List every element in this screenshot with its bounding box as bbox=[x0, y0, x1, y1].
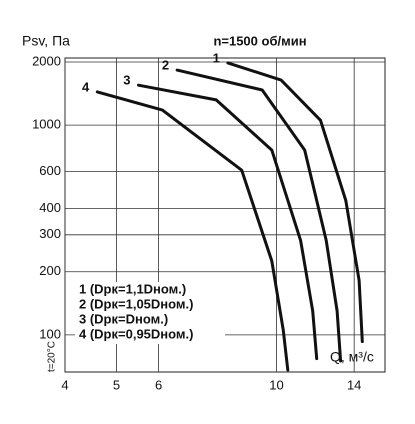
x-tick-label: 14 bbox=[347, 377, 361, 392]
x-tick-label: 4 bbox=[61, 377, 68, 392]
temperature-note: t=20°C bbox=[47, 341, 58, 372]
y-axis-label: Psv, Па bbox=[22, 33, 70, 49]
x-tick-label: 10 bbox=[269, 377, 283, 392]
y-tick-label: 400 bbox=[39, 200, 61, 215]
legend-entry: 3 (Dрк=Dном.) bbox=[79, 311, 168, 326]
x-axis-label: Q, м³/с bbox=[330, 349, 374, 365]
y-tick-label: 2000 bbox=[32, 53, 61, 68]
curve-label: 2 bbox=[162, 58, 169, 73]
chart-title: n=1500 об/мин bbox=[213, 33, 306, 48]
y-tick-label: 1000 bbox=[32, 117, 61, 132]
legend-entry: 4 (Dрк=0,95Dном.) bbox=[79, 326, 193, 341]
curve bbox=[175, 68, 343, 363]
legend-entry: 1 (Dрк=1,1Dном.) bbox=[79, 281, 186, 296]
curve-label: 3 bbox=[123, 73, 130, 88]
y-tick-label: 300 bbox=[39, 226, 61, 241]
y-tick-label: 100 bbox=[39, 326, 61, 341]
legend-box bbox=[75, 282, 225, 344]
legend-entry: 2 (Dрк=1,05Dном.) bbox=[79, 296, 193, 311]
y-tick-label: 600 bbox=[39, 163, 61, 178]
curve-label: 4 bbox=[82, 79, 90, 94]
curve bbox=[226, 61, 364, 343]
curve bbox=[137, 83, 319, 361]
x-tick-label: 6 bbox=[155, 377, 162, 392]
y-tick-label: 200 bbox=[39, 263, 61, 278]
x-tick-label: 5 bbox=[113, 377, 120, 392]
curve-label: 1 bbox=[213, 50, 220, 65]
curve bbox=[95, 90, 290, 372]
